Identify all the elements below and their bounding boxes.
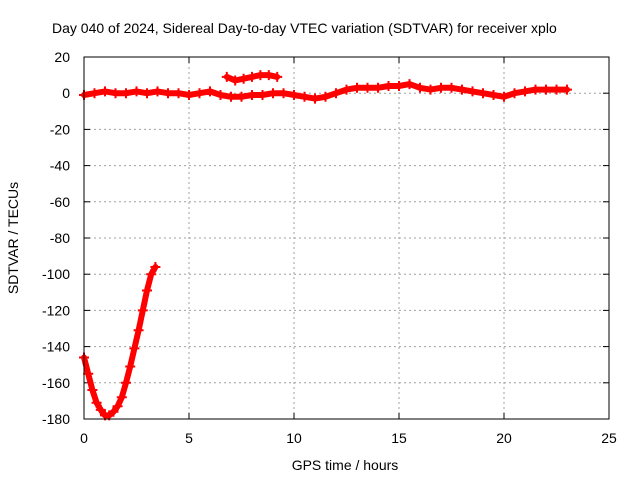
- data-point: [121, 377, 131, 388]
- y-tick-label: -80: [50, 230, 70, 246]
- data-point: [163, 88, 173, 99]
- y-tick-label: -100: [42, 266, 70, 282]
- data-point: [230, 75, 241, 86]
- x-tick-label: 15: [391, 430, 407, 446]
- y-axis-label: SDTVAR / TECUs: [5, 182, 21, 294]
- data-point: [562, 84, 572, 95]
- data-point: [236, 91, 247, 102]
- data-point: [289, 90, 299, 100]
- data-point: [150, 262, 161, 272]
- y-tick-label: -120: [42, 302, 70, 318]
- data-point: [184, 90, 194, 100]
- data-point: [146, 269, 157, 280]
- data-point: [263, 70, 274, 81]
- data-point: [425, 84, 436, 95]
- data-point: [142, 88, 152, 99]
- data-point: [272, 71, 283, 82]
- data-point: [383, 81, 394, 91]
- y-tick-label: -160: [42, 375, 70, 391]
- y-tick-label: -180: [42, 411, 70, 427]
- data-point: [152, 86, 163, 97]
- data-point: [488, 90, 499, 100]
- data-point: [467, 86, 478, 97]
- x-tick-label: 0: [80, 430, 88, 446]
- y-tick-label: 20: [54, 49, 70, 65]
- data-point: [89, 88, 100, 99]
- data-point: [404, 79, 415, 90]
- x-tick-label: 10: [286, 430, 302, 446]
- data-point: [121, 88, 131, 99]
- data-point: [551, 84, 562, 95]
- data-point: [110, 88, 121, 99]
- data-point: [278, 88, 289, 99]
- data-point: [137, 305, 148, 316]
- grid-lines: [84, 57, 609, 419]
- data-point: [129, 343, 140, 354]
- data-point: [520, 86, 530, 97]
- data-point: [112, 401, 123, 412]
- y-tick-label: -140: [42, 339, 70, 355]
- data-point: [394, 81, 404, 91]
- data-point: [320, 91, 331, 102]
- x-tick-label: 5: [185, 430, 193, 446]
- data-point: [194, 88, 205, 99]
- data-point: [226, 91, 236, 102]
- data-point: [499, 91, 509, 102]
- data-point: [247, 90, 257, 100]
- data-point: [310, 93, 320, 104]
- y-tick-label: 0: [62, 85, 70, 101]
- data-marks: [79, 70, 572, 421]
- data-point: [238, 73, 249, 84]
- data-point: [95, 404, 106, 415]
- series-trace-deep-dip: [81, 264, 159, 419]
- data-point: [221, 71, 232, 82]
- data-point: [215, 90, 226, 100]
- data-point: [83, 368, 94, 379]
- data-point: [91, 397, 102, 408]
- x-tick-label: 20: [496, 430, 512, 446]
- data-point: [299, 91, 310, 102]
- data-point: [446, 82, 457, 93]
- data-point: [362, 82, 373, 93]
- data-point: [509, 88, 520, 99]
- data-point: [341, 84, 352, 95]
- data-point: [373, 82, 383, 93]
- data-point: [436, 82, 446, 93]
- x-axis-label: GPS time / hours: [292, 457, 399, 473]
- data-point: [108, 406, 119, 417]
- data-point: [352, 82, 362, 93]
- data-point: [131, 86, 142, 97]
- x-tick-label: 25: [601, 430, 617, 446]
- data-point: [268, 88, 278, 99]
- data-point: [478, 88, 488, 99]
- data-point: [87, 385, 98, 395]
- data-point: [415, 82, 425, 93]
- tick-labels: 0 5 10 15 20 25 20 0 -20 -40 -60 -80 -100 -120 -140 -16…: [42, 49, 617, 446]
- data-point: [142, 285, 152, 296]
- y-tick-label: -20: [50, 121, 70, 137]
- data-point: [100, 86, 110, 97]
- data-point: [173, 88, 184, 99]
- data-point: [116, 392, 127, 403]
- data-point: [457, 84, 467, 95]
- data-point: [205, 86, 215, 97]
- data-point: [133, 325, 144, 336]
- data-point: [247, 71, 257, 82]
- data-point: [257, 90, 268, 100]
- data-point: [255, 70, 266, 81]
- y-tick-label: -60: [50, 194, 70, 210]
- y-tick-label: -40: [50, 158, 70, 174]
- plot-frame: [83, 56, 610, 420]
- data-point: [125, 361, 136, 372]
- data-point: [530, 84, 541, 95]
- chart-title: Day 040 of 2024, Sidereal Day-to-day VTE…: [52, 20, 557, 36]
- data-point: [331, 88, 341, 99]
- data-point: [541, 84, 551, 95]
